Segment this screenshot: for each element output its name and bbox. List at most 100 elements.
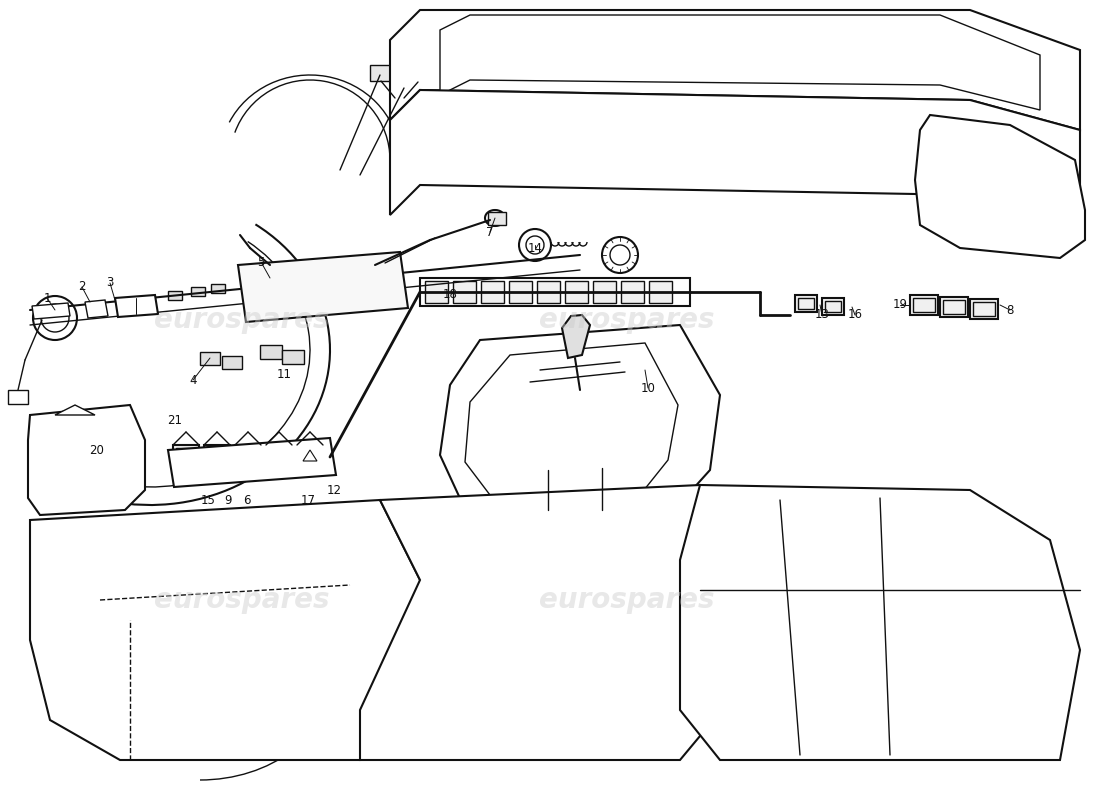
Text: 20: 20 — [89, 443, 104, 457]
Text: 17: 17 — [300, 494, 316, 506]
Polygon shape — [85, 300, 108, 318]
Bar — [649, 281, 672, 303]
Bar — [970, 299, 998, 319]
Bar — [509, 281, 532, 303]
Text: 7: 7 — [486, 226, 494, 238]
Bar — [173, 445, 199, 465]
Bar — [635, 355, 659, 373]
Bar — [658, 370, 682, 388]
Bar — [204, 445, 230, 465]
Bar — [610, 25, 680, 83]
Bar — [720, 25, 790, 83]
Text: 18: 18 — [442, 289, 458, 302]
Bar — [420, 278, 690, 306]
Bar — [191, 287, 205, 296]
Text: eurospares: eurospares — [154, 306, 330, 334]
Bar — [211, 284, 226, 293]
Bar — [238, 448, 258, 462]
Polygon shape — [302, 450, 317, 461]
Bar — [565, 281, 588, 303]
Polygon shape — [680, 485, 1080, 760]
Bar — [222, 356, 242, 369]
Bar — [822, 298, 844, 315]
Bar — [974, 302, 996, 316]
Bar — [640, 135, 682, 173]
Bar — [207, 448, 227, 462]
Bar — [661, 373, 679, 385]
Bar — [42, 428, 122, 476]
Bar — [913, 298, 935, 312]
Polygon shape — [168, 438, 336, 487]
Polygon shape — [28, 405, 145, 515]
Bar — [266, 445, 292, 465]
Bar — [8, 390, 28, 404]
Bar — [481, 281, 504, 303]
Bar — [593, 281, 616, 303]
Polygon shape — [360, 485, 740, 760]
Text: eurospares: eurospares — [539, 306, 715, 334]
Bar — [830, 25, 900, 83]
Bar — [297, 445, 323, 465]
Bar — [200, 352, 220, 365]
Text: 13: 13 — [815, 309, 829, 322]
Text: 6: 6 — [243, 494, 251, 506]
Polygon shape — [55, 405, 95, 415]
Bar — [943, 300, 965, 314]
Bar — [425, 281, 448, 303]
Text: eurospares: eurospares — [539, 586, 715, 614]
Polygon shape — [390, 90, 1080, 215]
Text: 10: 10 — [640, 382, 656, 394]
Polygon shape — [32, 303, 70, 319]
Text: 1: 1 — [43, 291, 51, 305]
Polygon shape — [562, 315, 590, 358]
Polygon shape — [440, 15, 1040, 110]
Bar — [475, 135, 517, 173]
Text: 19: 19 — [892, 298, 907, 311]
Bar — [300, 448, 320, 462]
Polygon shape — [116, 295, 158, 317]
Polygon shape — [915, 115, 1085, 258]
Text: 14: 14 — [528, 242, 542, 254]
Bar — [488, 212, 506, 225]
Text: 3: 3 — [107, 277, 113, 290]
Bar — [750, 135, 792, 173]
Text: 15: 15 — [200, 494, 216, 506]
Bar — [176, 448, 196, 462]
Bar — [500, 25, 570, 83]
Bar — [420, 135, 462, 173]
Bar — [530, 135, 572, 173]
Text: 21: 21 — [167, 414, 183, 426]
Text: 16: 16 — [847, 309, 862, 322]
Text: 2: 2 — [78, 281, 86, 294]
Text: 11: 11 — [276, 369, 292, 382]
Bar — [795, 295, 817, 312]
Bar — [235, 445, 261, 465]
Bar — [393, 82, 415, 98]
Text: 4: 4 — [189, 374, 197, 386]
Polygon shape — [238, 252, 408, 322]
Polygon shape — [390, 10, 1080, 130]
Bar — [798, 298, 814, 309]
Bar — [585, 135, 627, 173]
Bar — [805, 135, 847, 173]
Bar — [638, 358, 656, 370]
Polygon shape — [440, 325, 720, 520]
Bar — [453, 281, 476, 303]
Bar — [537, 281, 560, 303]
Polygon shape — [465, 343, 678, 495]
Bar — [168, 291, 182, 300]
Bar — [370, 65, 392, 81]
Bar — [90, 435, 112, 457]
Bar — [825, 301, 842, 312]
Bar — [270, 448, 289, 462]
Text: 8: 8 — [1006, 303, 1014, 317]
Text: 5: 5 — [257, 255, 265, 269]
Text: eurospares: eurospares — [154, 586, 330, 614]
Bar — [260, 345, 282, 359]
Text: 12: 12 — [327, 483, 341, 497]
Bar — [621, 281, 643, 303]
Polygon shape — [30, 500, 420, 760]
Bar — [910, 295, 938, 315]
Bar — [940, 297, 968, 317]
Bar — [695, 135, 737, 173]
